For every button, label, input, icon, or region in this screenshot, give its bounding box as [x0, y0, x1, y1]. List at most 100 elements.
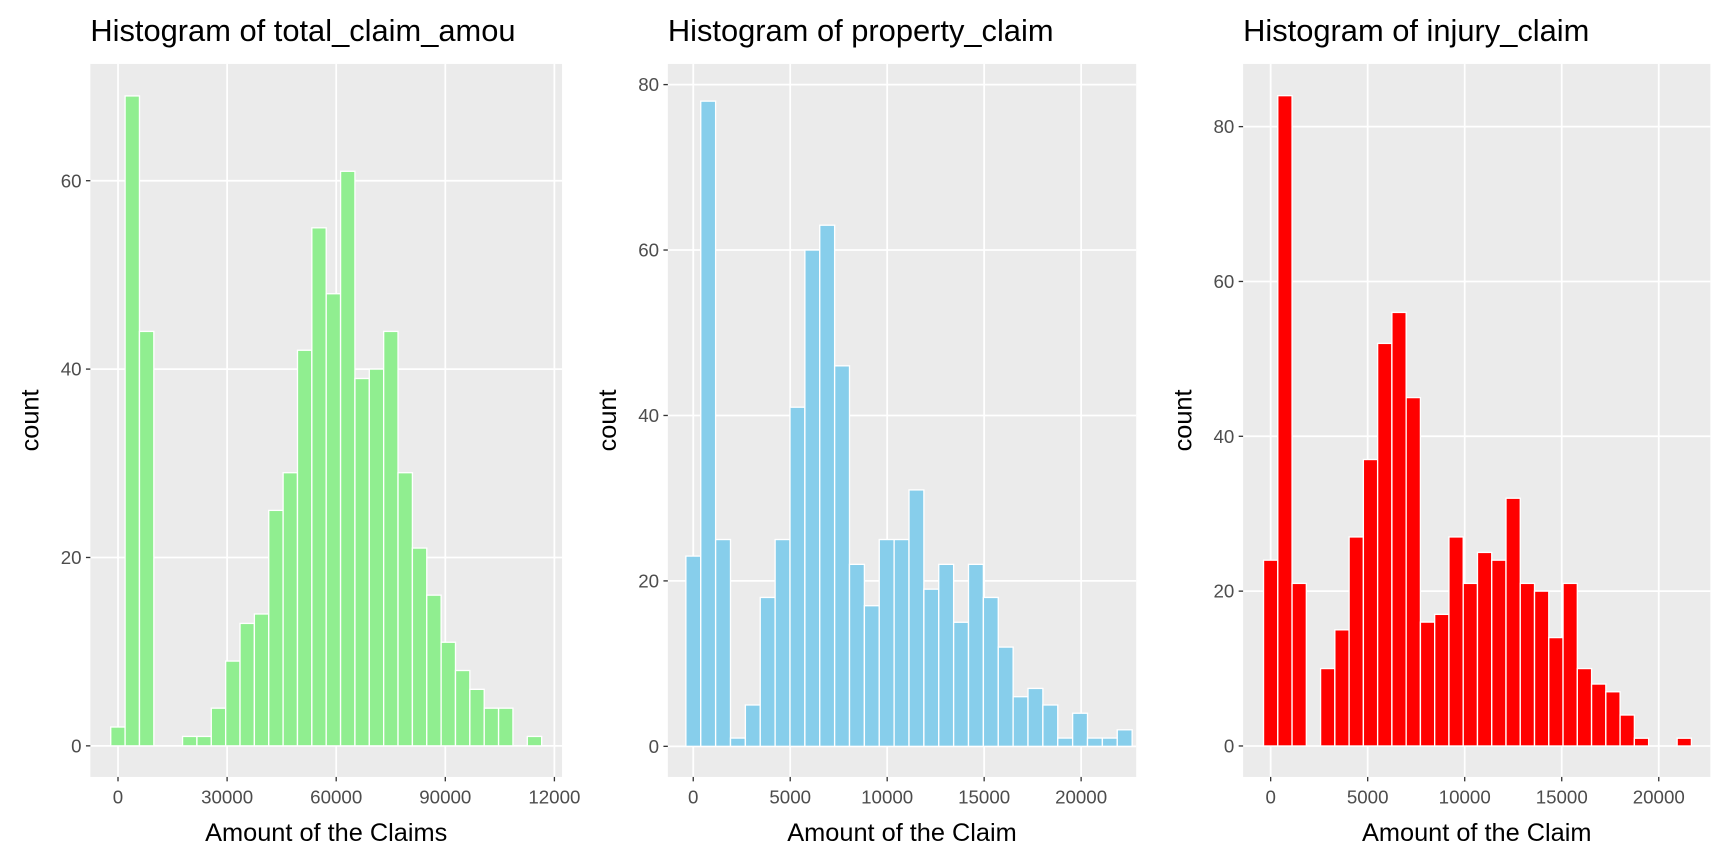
bar	[804, 249, 821, 747]
chart-title: Histogram of injury_claim	[1243, 13, 1589, 48]
bar	[1262, 559, 1279, 747]
bar	[1086, 737, 1104, 747]
bar	[1071, 712, 1089, 747]
bar	[1116, 729, 1133, 747]
bar	[1619, 714, 1636, 747]
x-tick-label: 15000	[1536, 786, 1588, 807]
bar	[469, 688, 485, 747]
bar	[893, 538, 910, 747]
bar	[1633, 737, 1650, 747]
x-tick-label: 60000	[310, 786, 362, 807]
y-tick-label: 80	[638, 74, 659, 95]
bar	[282, 472, 299, 747]
x-tick-label: 15000	[958, 786, 1010, 807]
x-tick-label: 10000	[1439, 786, 1491, 807]
bar	[1448, 536, 1464, 747]
bar	[339, 170, 356, 747]
bar	[967, 563, 985, 747]
y-axis-label: count	[594, 389, 622, 451]
bar	[685, 555, 702, 747]
bar	[729, 737, 747, 747]
x-tick-label: 5000	[1347, 786, 1389, 807]
bar	[908, 489, 925, 747]
panel: 0 20 40 60 80 0 5000 10000 15000 20000 Histogram o…	[594, 13, 1137, 847]
bar	[354, 377, 370, 747]
bar	[311, 227, 327, 747]
y-tick-label: 60	[638, 240, 659, 261]
bar	[397, 472, 414, 747]
y-tick-label: 20	[61, 547, 82, 568]
bar	[138, 330, 155, 747]
bar	[1505, 497, 1521, 747]
bar	[833, 365, 851, 747]
x-tick-label: 5000	[769, 786, 811, 807]
y-tick-label: 40	[1213, 426, 1234, 447]
x-tick-label: 0	[688, 786, 698, 807]
bar	[497, 707, 514, 747]
y-axis-label: count	[17, 389, 45, 451]
bar	[196, 735, 212, 747]
bar	[1057, 737, 1074, 747]
bar	[1548, 636, 1564, 747]
bar	[368, 368, 385, 747]
x-axis-label: Amount of the Claim	[787, 819, 1016, 847]
x-axis-label: Amount of the Claims	[205, 819, 447, 847]
x-tick-label: 12000	[528, 786, 580, 807]
bar	[268, 509, 284, 747]
bar	[1491, 559, 1507, 747]
bar	[1590, 683, 1607, 747]
bar	[1319, 667, 1336, 747]
x-tick-label: 90000	[419, 786, 471, 807]
bar	[1562, 582, 1578, 747]
bar	[210, 707, 227, 747]
bar	[1519, 582, 1536, 747]
bar	[1605, 691, 1621, 747]
bar	[1391, 311, 1407, 747]
bar	[744, 704, 761, 747]
bar	[526, 735, 543, 747]
bar	[124, 95, 141, 747]
bar	[1362, 458, 1379, 747]
y-tick-label: 80	[1213, 116, 1234, 137]
bar	[253, 613, 270, 747]
bar	[325, 293, 342, 747]
x-tick-label: 30000	[201, 786, 253, 807]
panel: 0 20 40 60 80 0 5000 10000 15000 20000 Histogram o…	[1169, 13, 1711, 847]
x-axis-label: Amount of the Claim	[1362, 819, 1591, 847]
y-tick-label: 20	[638, 571, 659, 592]
bar	[863, 605, 880, 747]
bar	[224, 660, 241, 747]
bar	[1027, 687, 1044, 747]
x-tick-label: 10000	[861, 786, 913, 807]
bar	[411, 547, 428, 747]
chart-title: Histogram of total_claim_amou	[90, 13, 515, 48]
bar	[759, 596, 776, 747]
panel: 0 20 40 60 0 30000 60000 90000 12000 Histogram of…	[17, 13, 581, 847]
chart-title: Histogram of property_claim	[668, 13, 1054, 48]
x-tick-label: 0	[113, 786, 123, 807]
bar	[1576, 667, 1593, 747]
bar	[700, 100, 717, 747]
x-tick-label: 20000	[1055, 786, 1107, 807]
bar	[848, 563, 866, 747]
y-tick-label: 0	[71, 735, 81, 756]
bar	[714, 538, 732, 747]
bar	[454, 669, 471, 747]
bar	[1434, 613, 1450, 747]
bar	[440, 641, 457, 747]
bar	[923, 588, 940, 747]
bar	[110, 726, 126, 747]
bar	[426, 594, 442, 747]
y-axis-label: count	[1169, 389, 1197, 451]
bar	[483, 707, 500, 747]
bar	[982, 596, 999, 747]
y-tick-label: 60	[61, 170, 82, 191]
bar	[1676, 737, 1693, 747]
bar	[1042, 704, 1059, 747]
y-tick-label: 40	[61, 359, 82, 380]
bar	[1348, 536, 1365, 747]
bar	[181, 735, 198, 747]
bar	[952, 621, 970, 747]
bar	[1291, 582, 1307, 747]
